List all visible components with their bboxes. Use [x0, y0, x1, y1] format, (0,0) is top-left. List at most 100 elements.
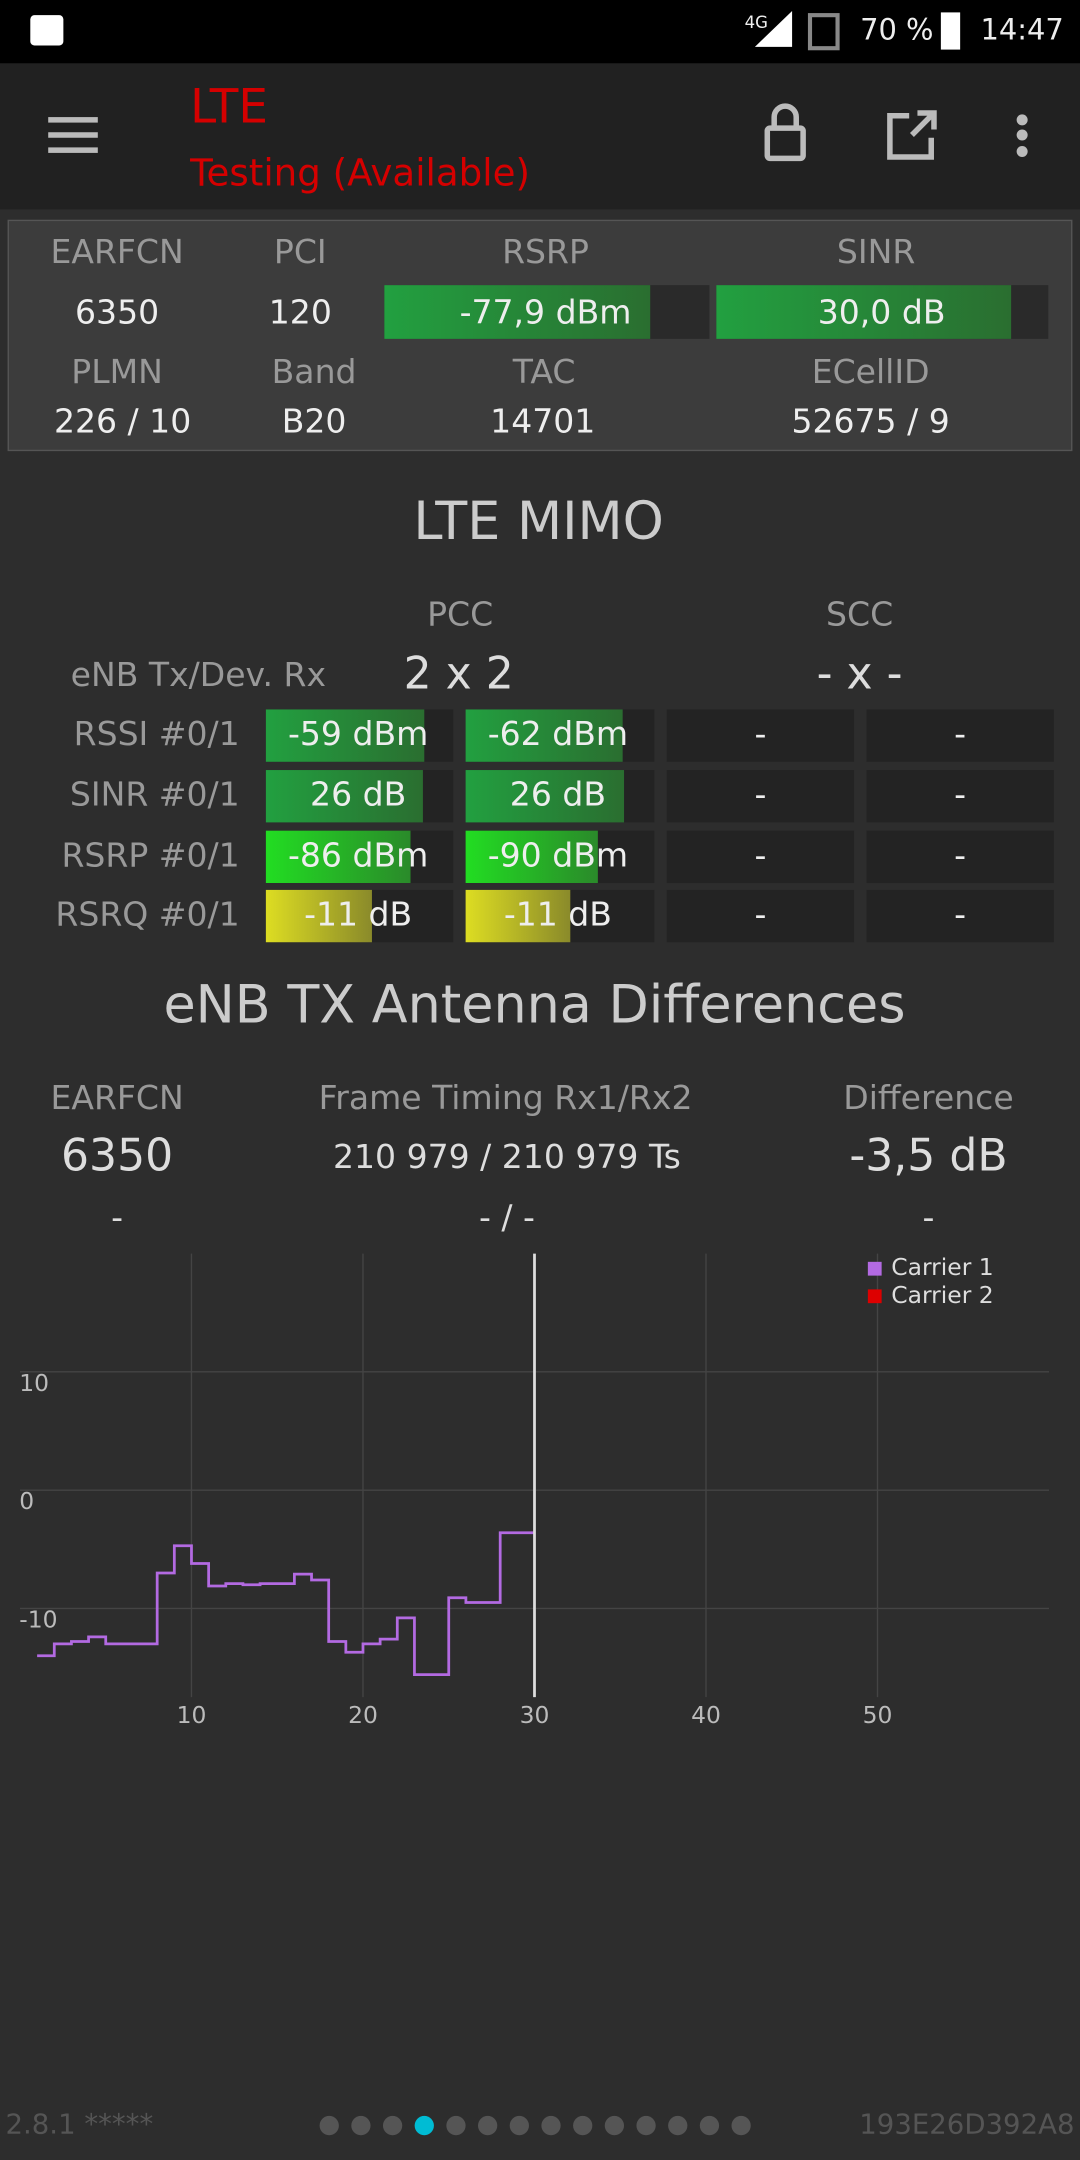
y-tick-label: -10 — [19, 1605, 57, 1633]
page-dot[interactable] — [478, 2115, 498, 2136]
page-dot[interactable] — [414, 2115, 434, 2136]
cell-value: - — [754, 775, 766, 814]
page-dot[interactable] — [446, 2115, 466, 2136]
column-header: Difference — [843, 1078, 1013, 1117]
cell — [866, 889, 1054, 943]
page-dot[interactable] — [668, 2115, 688, 2136]
x-tick-label: 50 — [863, 1701, 893, 1729]
page-dot[interactable] — [731, 2115, 751, 2136]
label: PCI — [274, 232, 327, 271]
cell — [666, 830, 855, 884]
row-label: SINR #0/1 — [70, 775, 240, 814]
section-title: eNB TX Antenna Differences — [163, 974, 905, 1035]
cell-value: - — [754, 835, 766, 874]
x-tick-label: 20 — [348, 1701, 378, 1729]
label: SINR — [837, 232, 915, 271]
value: 6350 — [61, 1131, 173, 1182]
battery-level: 70 % — [860, 13, 933, 47]
label: TAC — [512, 352, 576, 391]
column-header: SCC — [826, 594, 893, 633]
page-dot[interactable] — [382, 2115, 403, 2136]
value: - — [111, 1198, 123, 1237]
page-dot[interactable] — [573, 2115, 593, 2136]
cell-value: - — [954, 714, 966, 753]
page-dot[interactable] — [636, 2115, 656, 2136]
value: 30,0 dB — [818, 293, 946, 332]
value: - — [923, 1198, 935, 1237]
bar-fill — [716, 285, 1012, 339]
cell-value: - — [754, 895, 766, 934]
page-indicator — [319, 2115, 751, 2136]
cell-value: -86 dBm — [288, 835, 428, 874]
sim-icon — [807, 13, 840, 51]
label: Band — [272, 352, 357, 391]
value: 14701 — [490, 401, 595, 440]
value: 120 — [269, 293, 332, 332]
row-label: RSRP #0/1 — [61, 835, 239, 874]
legend-swatch — [867, 1261, 882, 1276]
bar-fill — [265, 830, 411, 884]
value: 226 / 10 — [54, 401, 191, 440]
page-dot[interactable] — [509, 2115, 529, 2136]
cell-value: 26 dB — [510, 775, 606, 814]
config-value: - x - — [817, 648, 903, 699]
more-button[interactable] — [1016, 114, 1028, 158]
cell-value: - — [954, 835, 966, 874]
page-dot[interactable] — [699, 2115, 720, 2136]
value: 6350 — [75, 293, 159, 332]
page-dot[interactable] — [319, 2115, 339, 2136]
cell — [866, 830, 1054, 884]
value: - / - — [479, 1198, 535, 1237]
section-title: LTE MIMO — [413, 491, 664, 552]
legend-label: Carrier 1 — [891, 1253, 993, 1281]
network-type: 4G — [745, 13, 768, 32]
cell — [666, 709, 855, 762]
bar-fill — [265, 709, 425, 762]
label: ECellID — [812, 352, 930, 391]
page-dot[interactable] — [351, 2115, 371, 2136]
app-subtitle: Testing (Available) — [189, 150, 530, 194]
version: 2.8.1 ***** — [6, 2109, 154, 2141]
page-dot[interactable] — [541, 2115, 561, 2136]
cell-value: -90 dBm — [488, 835, 628, 874]
menu-button[interactable] — [48, 117, 98, 153]
bar-fill — [465, 709, 623, 762]
app-title: LTE — [190, 81, 268, 135]
cell-value: -11 dB — [504, 895, 612, 934]
cell — [666, 889, 855, 943]
app-bar — [0, 63, 1080, 210]
cell-value: 26 dB — [310, 775, 406, 814]
row-label: RSSI #0/1 — [74, 714, 240, 753]
x-tick-label: 30 — [520, 1701, 550, 1729]
mimo-table: RSSI #0/1 -59 dBm -62 dBm - - SINR #0/1 26 dB 2… — [55, 709, 1054, 943]
cell-value: - — [954, 775, 966, 814]
legend-swatch — [867, 1289, 882, 1304]
clock: 14:47 — [980, 13, 1063, 47]
cell-value: -11 dB — [304, 895, 412, 934]
x-tick-label: 40 — [691, 1701, 721, 1729]
x-tick-label: 10 — [177, 1701, 207, 1729]
bar-fill — [384, 285, 651, 339]
label: EARFCN — [50, 232, 183, 271]
legend-label: Carrier 2 — [891, 1281, 993, 1309]
column-header: Frame Timing Rx1/Rx2 — [319, 1078, 693, 1117]
row-label: eNB Tx/Dev. Rx — [71, 655, 326, 694]
bar-fill — [265, 770, 423, 823]
data-line — [37, 1531, 535, 1677]
cell-value: - — [954, 895, 966, 934]
value: -77,9 dBm — [460, 293, 632, 332]
y-tick-label: 10 — [19, 1369, 49, 1397]
lock-button[interactable] — [764, 103, 806, 162]
open-button[interactable] — [887, 110, 937, 160]
label: PLMN — [71, 352, 163, 391]
page-dot[interactable] — [604, 2115, 625, 2136]
value: 210 979 / 210 979 Ts — [333, 1137, 681, 1176]
status-bar — [0, 0, 1080, 64]
cell — [666, 770, 855, 823]
bar-fill — [465, 770, 625, 823]
cell-value: - — [754, 714, 766, 753]
gallery-icon — [30, 15, 64, 46]
